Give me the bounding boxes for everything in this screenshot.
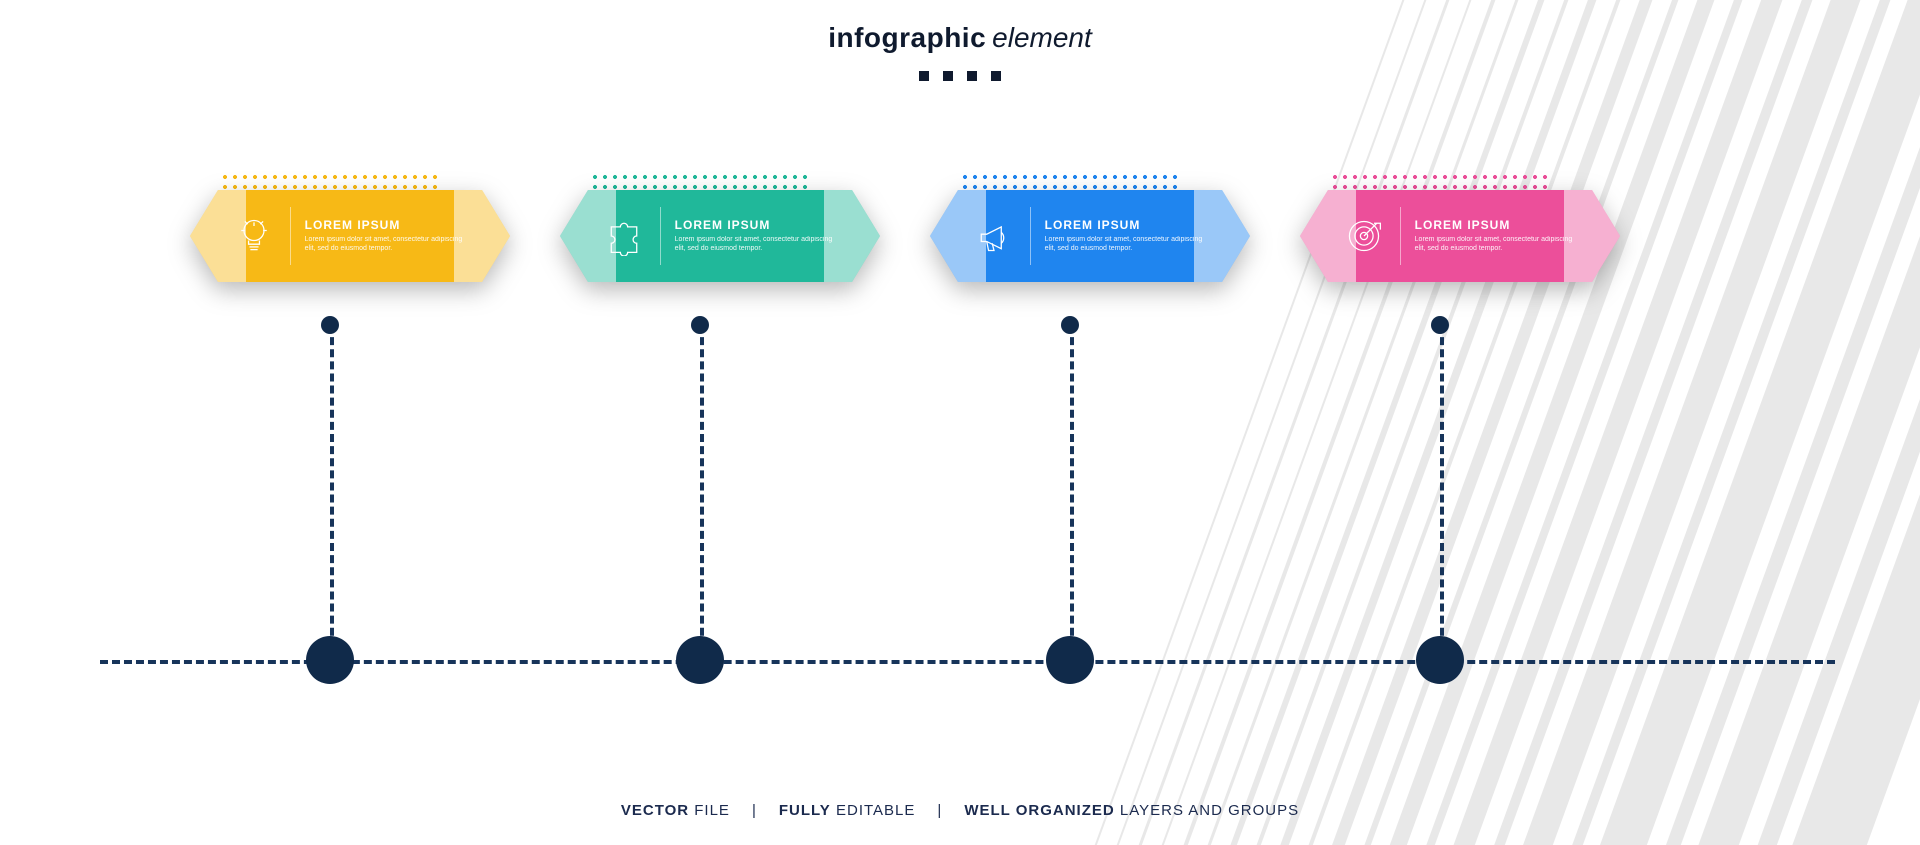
info-card: LOREM IPSUM Lorem ipsum dolor sit amet, c… bbox=[560, 190, 880, 282]
footer-item: WELL ORGANIZED LAYERS AND GROUPS bbox=[964, 802, 1299, 819]
timeline-connector bbox=[330, 325, 334, 660]
card-divider bbox=[1400, 207, 1401, 265]
card-title: LOREM IPSUM bbox=[1415, 218, 1578, 232]
card-body: Lorem ipsum dolor sit amet, consectetur … bbox=[675, 236, 838, 254]
timeline-small-dot bbox=[1061, 316, 1079, 334]
timeline-small-dot bbox=[321, 316, 339, 334]
lightbulb-icon bbox=[232, 214, 276, 258]
footer-separator: | bbox=[752, 802, 757, 819]
title-bold: infographic bbox=[828, 22, 986, 53]
timeline bbox=[0, 0, 1920, 845]
header-dots bbox=[0, 68, 1920, 86]
card-title: LOREM IPSUM bbox=[1045, 218, 1208, 232]
timeline-connector bbox=[1070, 325, 1074, 660]
timeline-small-dot bbox=[1431, 316, 1449, 334]
footer-item-rest: FILE bbox=[689, 802, 730, 819]
header-dot bbox=[991, 71, 1001, 81]
card-body: Lorem ipsum dolor sit amet, consectetur … bbox=[1045, 236, 1208, 254]
timeline-small-dot bbox=[691, 316, 709, 334]
timeline-big-dot bbox=[676, 636, 724, 684]
footer-separator: | bbox=[937, 802, 942, 819]
footer-item-bold: FULLY bbox=[779, 802, 831, 819]
footer-item-rest: EDITABLE bbox=[831, 802, 916, 819]
footer-item: VECTOR FILE bbox=[621, 802, 730, 819]
footer-item: FULLY EDITABLE bbox=[779, 802, 916, 819]
footer-item-rest: LAYERS AND GROUPS bbox=[1115, 802, 1299, 819]
card-divider bbox=[290, 207, 291, 265]
card-title: LOREM IPSUM bbox=[675, 218, 838, 232]
card-body: Lorem ipsum dolor sit amet, consectetur … bbox=[1415, 236, 1578, 254]
title-italic: element bbox=[992, 22, 1092, 53]
card-body: Lorem ipsum dolor sit amet, consectetur … bbox=[305, 236, 468, 254]
info-card: LOREM IPSUM Lorem ipsum dolor sit amet, c… bbox=[930, 190, 1250, 282]
footer-item-bold: VECTOR bbox=[621, 802, 689, 819]
timeline-big-dot bbox=[306, 636, 354, 684]
info-card: LOREM IPSUM Lorem ipsum dolor sit amet, c… bbox=[190, 190, 510, 282]
footer-item-bold: WELL ORGANIZED bbox=[964, 802, 1114, 819]
footer: VECTOR FILE | FULLY EDITABLE | WELL ORGANIZE… bbox=[0, 802, 1920, 819]
timeline-connector bbox=[1440, 325, 1444, 660]
timeline-big-dot bbox=[1046, 636, 1094, 684]
timeline-big-dot bbox=[1416, 636, 1464, 684]
target-icon bbox=[1342, 214, 1386, 258]
info-card: LOREM IPSUM Lorem ipsum dolor sit amet, c… bbox=[1300, 190, 1620, 282]
card-divider bbox=[660, 207, 661, 265]
header-dot bbox=[967, 71, 977, 81]
timeline-connector bbox=[700, 325, 704, 660]
header-dot bbox=[943, 71, 953, 81]
puzzle-icon bbox=[602, 214, 646, 258]
card-divider bbox=[1030, 207, 1031, 265]
card-title: LOREM IPSUM bbox=[305, 218, 468, 232]
header: infographicelement bbox=[0, 22, 1920, 86]
header-dot bbox=[919, 71, 929, 81]
timeline-baseline bbox=[100, 660, 1835, 664]
page-title: infographicelement bbox=[828, 22, 1092, 54]
megaphone-icon bbox=[972, 214, 1016, 258]
